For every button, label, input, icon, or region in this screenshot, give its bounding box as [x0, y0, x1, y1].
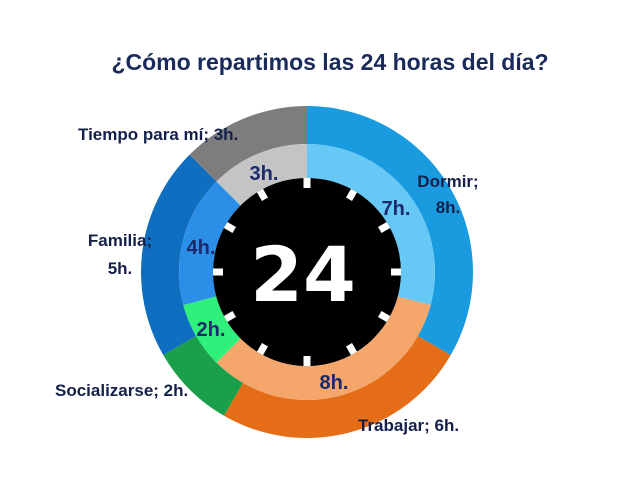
outer-slice-familia: [141, 154, 217, 355]
outer-labels: Dormir; 8h. Trabajar; 6h. Socializarse; 2h.…: [55, 125, 479, 435]
center-label: 24: [250, 230, 356, 319]
inner-label-tiempo-para-mi: 3h.: [250, 163, 279, 185]
inner-slice-tiempo-para-mi: [216, 144, 307, 206]
clock-face: 24: [213, 178, 401, 366]
clock-tick: [345, 342, 358, 356]
outer-ring: [141, 106, 473, 438]
inner-slice-trabajar: [216, 296, 431, 401]
clock-tick: [345, 188, 358, 202]
chart-title: ¿Cómo repartimos las 24 horas del día?: [111, 49, 548, 75]
inner-ring: [179, 144, 436, 401]
outer-slice-socializarse: [163, 336, 243, 416]
outer-label-dormir: Dormir; 8h.: [417, 172, 478, 217]
clock-tick: [256, 342, 269, 356]
inner-labels: 7h. 8h. 2h. 4h. 3h.: [187, 163, 411, 394]
inner-label-trabajar: 8h.: [320, 372, 349, 394]
clock-tick: [377, 221, 391, 234]
inner-label-dormir: 7h.: [382, 198, 411, 220]
outer-label-socializarse: Socializarse; 2h.: [55, 381, 188, 400]
inner-label-socializarse: 2h.: [197, 319, 226, 341]
inner-slice-socializarse: [183, 296, 241, 363]
clock-tick: [256, 188, 269, 202]
clock-tick: [377, 310, 391, 323]
clock-face-disc: [213, 178, 401, 366]
outer-label-familia: Familia; 5h.: [88, 231, 152, 278]
outer-slice-tiempo-para-mi: [189, 106, 307, 182]
clock-ticks: [213, 178, 401, 366]
inner-slice-dormir: [307, 144, 436, 306]
outer-slice-dormir: [307, 106, 473, 355]
clock-tick: [223, 221, 237, 234]
outer-label-tiempo-para-mi: Tiempo para mí; 3h.: [78, 125, 238, 144]
inner-label-familia: 4h.: [187, 237, 216, 259]
clock-tick: [223, 310, 237, 323]
outer-label-trabajar: Trabajar; 6h.: [358, 416, 459, 435]
outer-slice-trabajar: [224, 336, 451, 438]
inner-slice-familia: [179, 181, 241, 306]
